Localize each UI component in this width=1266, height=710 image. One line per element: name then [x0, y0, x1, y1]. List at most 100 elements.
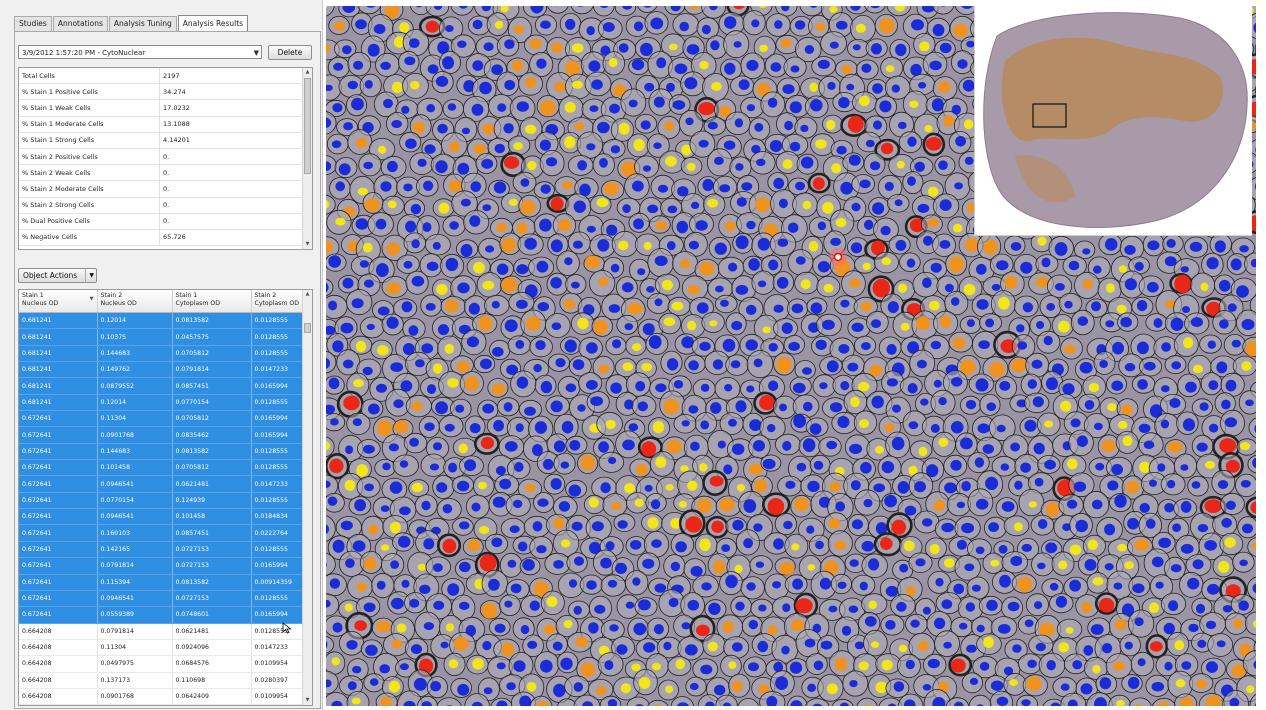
negative-cell[interactable] [1038, 652, 1066, 678]
weak-positive-cell[interactable] [658, 150, 686, 174]
strong-positive-cell[interactable] [873, 532, 903, 557]
negative-cell[interactable] [811, 336, 834, 357]
negative-cell[interactable] [374, 458, 396, 477]
weak-positive-cell[interactable] [680, 156, 703, 176]
negative-cell[interactable] [925, 95, 947, 115]
negative-cell[interactable] [336, 349, 361, 376]
table-row[interactable]: 0.672641 0.0946541 0.0621481 0.0147233 [19, 475, 304, 493]
moderate-positive-cell[interactable] [1008, 356, 1030, 378]
moderate-positive-cell[interactable] [718, 213, 742, 238]
weak-positive-cell[interactable] [326, 209, 352, 235]
negative-cell[interactable] [1237, 516, 1256, 539]
weak-positive-cell[interactable] [408, 479, 430, 498]
negative-cell[interactable] [385, 111, 409, 136]
weak-positive-cell[interactable] [476, 272, 503, 298]
negative-cell[interactable] [338, 75, 365, 98]
weak-positive-cell[interactable] [822, 114, 843, 134]
weak-positive-cell[interactable] [817, 674, 844, 702]
negative-cell[interactable] [597, 17, 623, 40]
negative-cell[interactable] [614, 6, 636, 16]
negative-cell[interactable] [1117, 312, 1139, 332]
negative-cell[interactable] [414, 494, 438, 517]
moderate-positive-cell[interactable] [1224, 612, 1248, 635]
negative-cell[interactable] [951, 50, 975, 75]
negative-cell[interactable] [1138, 275, 1165, 298]
negative-cell[interactable] [565, 435, 588, 455]
moderate-positive-cell[interactable] [479, 600, 502, 620]
negative-cell[interactable] [416, 215, 440, 241]
negative-cell[interactable] [326, 253, 347, 272]
negative-cell[interactable] [533, 181, 555, 199]
negative-cell[interactable] [1145, 674, 1170, 697]
negative-cell[interactable] [1220, 492, 1245, 515]
negative-cell[interactable] [789, 16, 813, 37]
moderate-positive-cell[interactable] [1028, 272, 1054, 295]
negative-cell[interactable] [367, 14, 394, 43]
negative-cell[interactable] [488, 94, 514, 119]
negative-cell[interactable] [1154, 412, 1180, 439]
negative-cell[interactable] [959, 315, 982, 334]
table-row[interactable]: 0.672641 0.142165 0.0727153 0.0128555 [19, 541, 304, 559]
negative-cell[interactable] [697, 176, 720, 198]
weak-positive-cell[interactable] [702, 73, 729, 102]
negative-cell[interactable] [381, 313, 404, 336]
negative-cell[interactable] [1048, 235, 1074, 261]
table-row[interactable]: 0.681241 0.149762 0.0791814 0.0147233 [19, 361, 304, 379]
negative-cell[interactable] [748, 117, 771, 141]
negative-cell[interactable] [456, 239, 479, 259]
negative-cell[interactable] [1105, 456, 1133, 479]
moderate-positive-cell[interactable] [874, 13, 898, 38]
negative-cell[interactable] [978, 595, 1003, 616]
moderate-positive-cell[interactable] [808, 14, 830, 38]
negative-cell[interactable] [738, 490, 765, 518]
negative-cell[interactable] [819, 356, 843, 376]
moderate-positive-cell[interactable] [328, 15, 350, 35]
negative-cell[interactable] [660, 198, 683, 218]
negative-cell[interactable] [703, 116, 727, 136]
negative-cell[interactable] [773, 318, 798, 339]
table-row[interactable]: 0.672641 0.144683 0.0813582 0.0128555 [19, 443, 304, 461]
negative-cell[interactable] [500, 518, 526, 539]
negative-cell[interactable] [1207, 633, 1234, 657]
table-row[interactable]: 0.664208 0.11304 0.0924096 0.0147233 [19, 639, 304, 657]
negative-cell[interactable] [570, 6, 594, 15]
moderate-positive-cell[interactable] [440, 295, 467, 317]
negative-cell[interactable] [432, 474, 455, 499]
negative-cell[interactable] [1142, 232, 1165, 257]
delete-button[interactable]: Delete [268, 45, 312, 60]
negative-cell[interactable] [959, 395, 982, 415]
stats-scrollbar-thumb[interactable] [304, 78, 311, 174]
weak-positive-cell[interactable] [1051, 551, 1075, 576]
negative-cell[interactable] [818, 436, 842, 457]
negative-cell[interactable] [944, 172, 971, 201]
weak-positive-cell[interactable] [794, 271, 819, 295]
moderate-positive-cell[interactable] [1074, 271, 1100, 299]
negative-cell[interactable] [781, 133, 809, 156]
negative-cell[interactable] [712, 175, 738, 199]
weak-positive-cell[interactable] [1003, 515, 1030, 537]
negative-cell[interactable] [720, 58, 743, 80]
weak-positive-cell[interactable] [667, 656, 692, 676]
moderate-positive-cell[interactable] [853, 296, 878, 317]
negative-cell[interactable] [718, 12, 745, 36]
negative-cell[interactable] [1131, 374, 1156, 394]
negative-cell[interactable] [644, 11, 669, 35]
strong-positive-cell[interactable] [807, 172, 831, 194]
weak-positive-cell[interactable] [540, 590, 565, 616]
negative-cell[interactable] [944, 290, 969, 316]
negative-cell[interactable] [450, 34, 476, 58]
negative-cell[interactable] [1187, 475, 1209, 497]
moderate-positive-cell[interactable] [681, 275, 709, 301]
negative-cell[interactable] [1035, 254, 1059, 274]
negative-cell[interactable] [694, 412, 717, 435]
negative-cell[interactable] [539, 150, 565, 177]
table-row[interactable]: 0.672641 0.0791814 0.0727153 0.0165994 [19, 557, 304, 575]
negative-cell[interactable] [647, 248, 675, 278]
negative-cell[interactable] [792, 394, 820, 419]
negative-cell[interactable] [730, 75, 755, 97]
moderate-positive-cell[interactable] [977, 233, 1002, 260]
weak-positive-cell[interactable] [1212, 554, 1235, 578]
strong-positive-cell[interactable] [1094, 592, 1119, 615]
moderate-positive-cell[interactable] [775, 34, 800, 55]
negative-cell[interactable] [393, 298, 418, 319]
